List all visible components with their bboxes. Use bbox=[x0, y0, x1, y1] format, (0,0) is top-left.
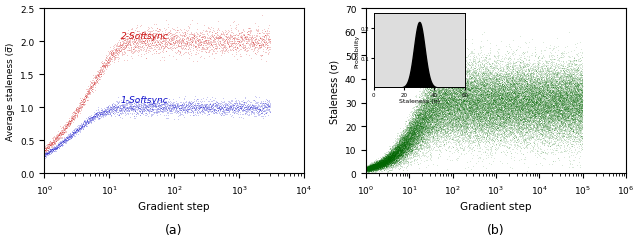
X-axis label: Gradient step: Gradient step bbox=[460, 201, 532, 211]
Text: 1-Softsync: 1-Softsync bbox=[120, 96, 168, 104]
Y-axis label: Staleness (σ): Staleness (σ) bbox=[329, 60, 339, 123]
Text: (a): (a) bbox=[165, 223, 183, 236]
Text: 2-Softsync: 2-Softsync bbox=[120, 32, 168, 41]
Text: (b): (b) bbox=[487, 223, 505, 236]
Y-axis label: Average staleness (σ̅): Average staleness (σ̅) bbox=[6, 42, 15, 140]
X-axis label: Gradient step: Gradient step bbox=[138, 201, 210, 211]
